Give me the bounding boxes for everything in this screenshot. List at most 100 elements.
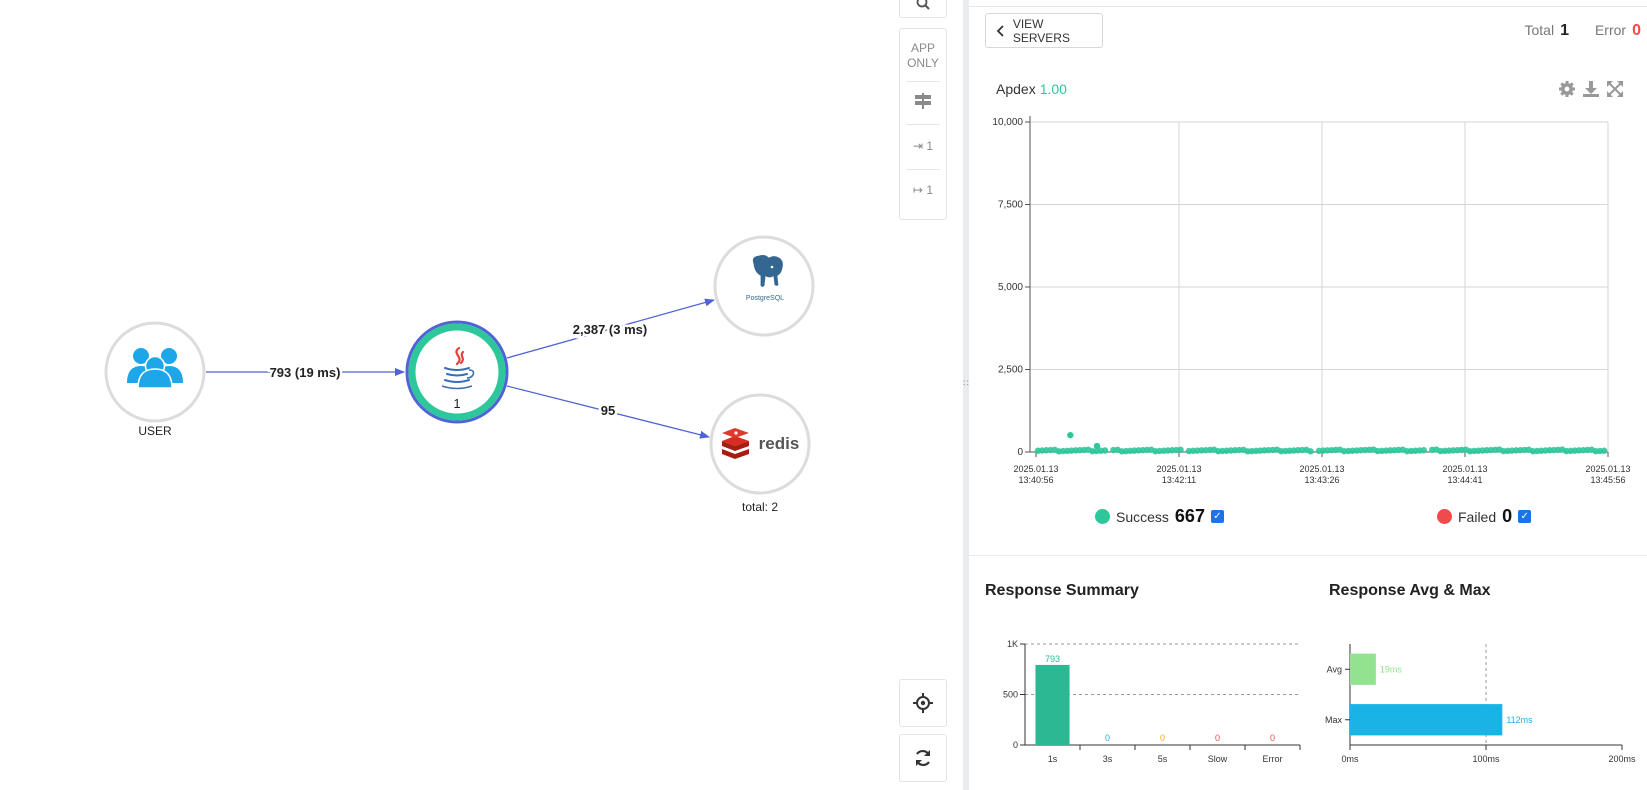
legend-success[interactable]: Success 667 ✓ — [1095, 506, 1224, 527]
apdex-label: Apdex — [996, 81, 1036, 97]
summary-bar-value: 0 — [1160, 733, 1165, 743]
app-only-label-line1: APP — [910, 41, 935, 55]
redis-node[interactable]: redis — [709, 393, 811, 495]
total-value: 1 — [1560, 22, 1569, 39]
postgresql-elephant-icon — [751, 253, 785, 289]
success-point-outlier — [1067, 431, 1074, 439]
refresh-button[interactable] — [899, 734, 947, 782]
refresh-icon — [916, 749, 930, 767]
x-tick-label: Error — [1263, 754, 1283, 764]
crosshair-icon — [913, 693, 933, 713]
y-tick-label: 0 — [1017, 447, 1023, 458]
x-tick-label-date: 2025.01.13 — [1299, 464, 1344, 474]
error-value: 0 — [1632, 22, 1641, 39]
redis-logo-text: redis — [759, 434, 800, 453]
inbound-count: 1 — [926, 139, 934, 153]
x-tick-label: 1s — [1048, 754, 1058, 764]
x-tick-label-date: 2025.01.13 — [1585, 464, 1630, 474]
edge-java-postgres[interactable] — [506, 298, 715, 359]
summary-bar-value: 793 — [1045, 654, 1060, 664]
server-totals: Total 1 Error 0 — [1524, 22, 1641, 40]
edge-label-user-java: 793 (19 ms) — [270, 365, 341, 380]
x-tick-label-time: 13:43:26 — [1304, 475, 1339, 485]
y-tick-label: 7,500 — [998, 200, 1023, 211]
failed-dot-icon — [1437, 509, 1452, 524]
detail-panel — [969, 0, 1647, 790]
x-tick-label: 100ms — [1472, 754, 1500, 764]
x-tick-label: 5s — [1158, 754, 1168, 764]
summary-bar-value: 0 — [1270, 733, 1275, 743]
failed-count: 0 — [1502, 506, 1513, 526]
y-tick-label: 10,000 — [992, 117, 1023, 128]
x-tick-label: Slow — [1208, 754, 1228, 764]
locate-button[interactable] — [899, 679, 947, 727]
x-tick-label-date: 2025.01.13 — [1442, 464, 1487, 474]
response-summary-title: Response Summary — [985, 582, 1139, 599]
apdex-scatter-chart[interactable]: 02,5005,0007,50010,0002025.01.1313:40:56… — [969, 100, 1647, 500]
success-point-outlier — [1093, 442, 1101, 450]
total-label: Total — [1524, 22, 1555, 38]
view-servers-label: VIEW SERVERS — [1012, 16, 1070, 45]
user-node-label: USER — [138, 424, 172, 438]
summary-bar-value: 0 — [1215, 733, 1220, 743]
expand-icon — [1607, 81, 1623, 97]
redis-cube-icon — [722, 428, 749, 459]
users-icon — [127, 348, 183, 389]
map-filter-toolbar: APP ONLY ⇥ 1 ↦ 1 — [899, 28, 947, 220]
app-only-toggle[interactable]: APP ONLY — [900, 41, 946, 71]
x-tick-label-time: 13:40:56 — [1018, 475, 1053, 485]
topology-map[interactable]: 793 (19 ms) 2,387 (3 ms) 95 — [0, 0, 963, 790]
search-button[interactable] — [899, 0, 947, 18]
inbound-filter-button[interactable]: ⇥ 1 — [900, 139, 946, 153]
edge-label-java-postgres: 2,387 (3 ms) — [573, 322, 647, 337]
x-tick-label-time: 13:45:56 — [1590, 475, 1625, 485]
failed-label: Failed — [1458, 508, 1497, 525]
success-dot-icon — [1095, 509, 1110, 524]
user-node[interactable] — [104, 321, 206, 423]
view-servers-button[interactable]: VIEW SERVERS — [985, 13, 1103, 48]
success-point — [1307, 448, 1314, 455]
response-summary-chart[interactable]: 0 500 1K 793 1s 0 3s 0 5s 0 Slow 0 Error — [985, 630, 1305, 770]
java-app-node[interactable]: 1 — [405, 320, 509, 424]
splitter-grip-icon[interactable]: ∷ — [963, 378, 969, 388]
signpost-icon — [915, 93, 931, 109]
java-instance-count: 1 — [453, 396, 460, 411]
x-tick-label-time: 13:42:11 — [1162, 475, 1196, 485]
outbound-count: 1 — [926, 183, 934, 197]
app-only-label-line2: ONLY — [907, 56, 939, 70]
error-label: Error — [1594, 22, 1627, 38]
legend-failed[interactable]: Failed 0 ✓ — [1437, 506, 1532, 527]
y-tick-label: Avg — [1327, 664, 1342, 674]
y-tick-label: 0 — [1013, 740, 1018, 750]
expand-button[interactable] — [1606, 80, 1624, 98]
success-label: Success — [1116, 508, 1169, 525]
success-point — [1101, 447, 1109, 454]
avgmax-bar — [1350, 653, 1376, 685]
download-button[interactable] — [1582, 80, 1600, 98]
signpost-filter-button[interactable] — [900, 91, 946, 114]
outbound-filter-button[interactable]: ↦ 1 — [900, 183, 946, 197]
apdex-value: 1.00 — [1039, 81, 1067, 97]
apdex-title: Apdex 1.00 — [996, 81, 1067, 97]
download-icon — [1583, 81, 1599, 97]
postgresql-node[interactable]: PostgreSQL — [713, 235, 815, 337]
avgmax-bar-value: 19ms — [1380, 664, 1403, 674]
edge-java-redis[interactable] — [506, 385, 710, 439]
settings-button[interactable] — [1558, 80, 1576, 98]
y-tick-label: 5,000 — [998, 282, 1023, 293]
response-avgmax-chart[interactable]: 0ms 100ms 200ms Avg 19ms Max 112ms — [1320, 630, 1640, 770]
success-checkbox[interactable]: ✓ — [1210, 510, 1224, 523]
x-tick-label: 0ms — [1341, 754, 1359, 764]
avgmax-bar — [1350, 704, 1503, 736]
sign-in-icon: ⇥ — [912, 139, 924, 153]
response-avgmax-title: Response Avg & Max — [1329, 582, 1491, 599]
failed-checkbox[interactable]: ✓ — [1518, 510, 1532, 523]
y-tick-label: Max — [1325, 715, 1343, 725]
panel-splitter[interactable] — [963, 0, 969, 790]
summary-bar-value: 0 — [1105, 733, 1110, 743]
success-point — [1420, 447, 1428, 454]
success-point — [1177, 446, 1184, 453]
x-tick-label: 200ms — [1608, 754, 1636, 764]
java-icon — [441, 346, 475, 390]
